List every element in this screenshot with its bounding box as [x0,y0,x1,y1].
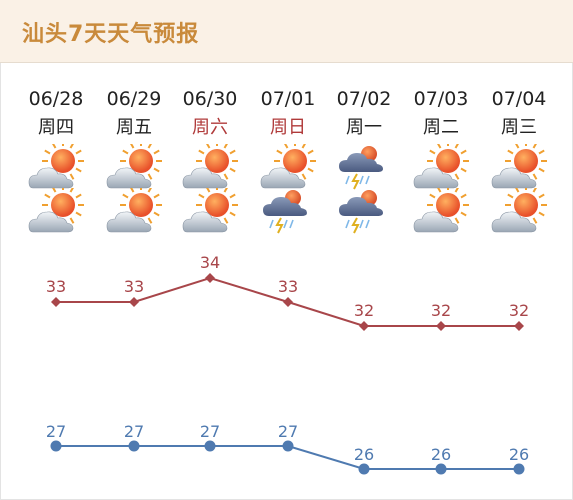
sun-cloud-icon [412,188,470,238]
sun-cloud-icon [27,188,85,238]
thunder-rain-icon [335,188,393,238]
day-column: 06/30 周六 [169,86,251,140]
day-weekday: 周二 [423,117,459,138]
sun-cloud-icon [181,144,239,194]
day-date: 06/28 [28,88,84,110]
thunder-rain-icon [335,144,393,194]
day-column: 07/02 周一 [323,86,405,140]
day-column: 07/04 周三 [478,86,560,140]
day-weekday: 周日 [270,117,306,138]
day-column: 06/28 周四 [15,86,97,140]
day-weekday: 周五 [116,117,152,138]
day-date: 06/30 [182,88,238,110]
sun-cloud-icon [105,144,163,194]
day-date: 06/29 [106,88,162,110]
day-date: 07/01 [260,88,316,110]
sun-cloud-icon [259,144,317,194]
sun-cloud-icon [490,188,548,238]
day-weekday: 周一 [346,117,382,138]
day-date: 07/04 [491,88,547,110]
day-date: 07/02 [336,88,392,110]
day-weekday: 周六 [192,117,228,138]
day-date: 07/03 [413,88,469,110]
sun-cloud-icon [27,144,85,194]
day-weekday: 周四 [38,117,74,138]
day-column: 07/03 周二 [400,86,482,140]
day-weekday: 周三 [501,117,537,138]
sun-cloud-icon [181,188,239,238]
header-bar: 汕头7天天气预报 [0,0,573,63]
day-column: 06/29 周五 [93,86,175,140]
thunder-rain-icon [259,188,317,238]
sun-cloud-icon [490,144,548,194]
page-title: 汕头7天天气预报 [22,22,200,47]
sun-cloud-icon [412,144,470,194]
sun-cloud-icon [105,188,163,238]
day-column: 07/01 周日 [247,86,329,140]
